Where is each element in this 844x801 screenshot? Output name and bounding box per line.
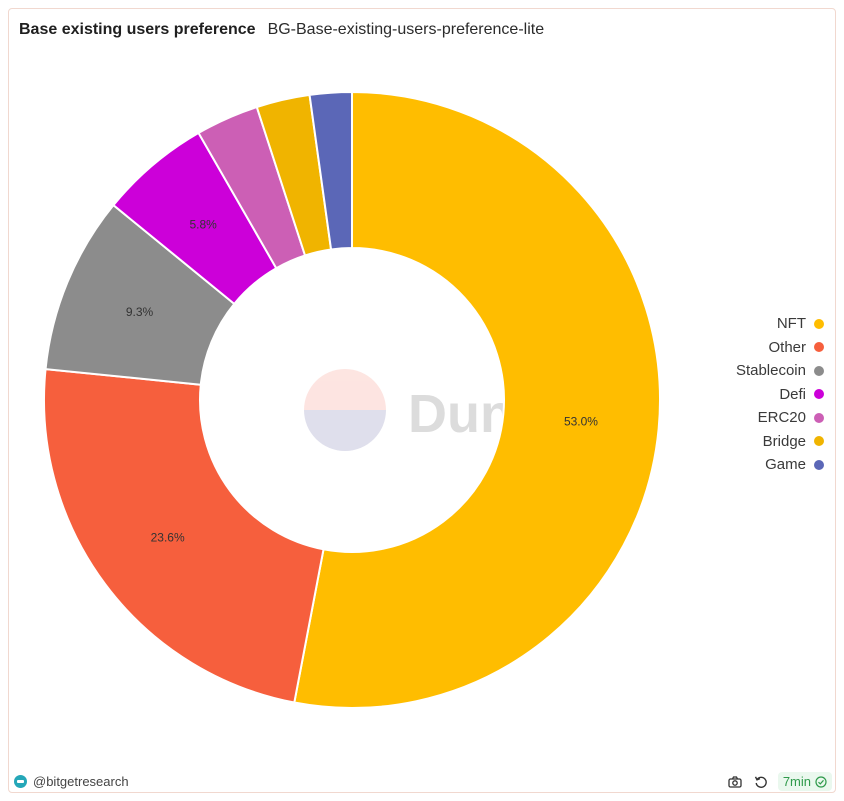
legend-label: Game: [765, 456, 806, 474]
slice-other[interactable]: [43, 367, 325, 704]
legend-label: Stablecoin: [735, 362, 806, 380]
legend-swatch: [814, 389, 824, 400]
slice-label-defi: 5.8%: [189, 218, 217, 232]
slice-game[interactable]: [308, 90, 353, 251]
refresh-age-badge: 7min: [777, 772, 832, 791]
legend-swatch: [814, 318, 824, 329]
chart-legend: NFT Other Stablecoin Defi ERC20 Bridge Game: [694, 312, 824, 477]
legend-label: ERC20: [757, 409, 806, 427]
legend-label: Bridge: [762, 432, 806, 450]
chart-header: Base existing users preference BG-Base-e…: [19, 21, 544, 43]
legend-swatch: [814, 436, 824, 447]
legend-swatch: [814, 412, 824, 423]
camera-icon[interactable]: [726, 773, 744, 791]
legend-label: Other: [768, 338, 806, 356]
legend-swatch: [814, 342, 824, 353]
legend-swatch: [814, 365, 824, 376]
legend-swatch: [814, 459, 824, 470]
legend-label: Defi: [779, 385, 806, 403]
legend-item-game[interactable]: Game: [694, 453, 824, 477]
legend-item-defi[interactable]: Defi: [694, 383, 824, 407]
legend-item-other[interactable]: Other: [694, 336, 824, 360]
chart-title: Base existing users preference: [19, 21, 256, 38]
legend-item-nft[interactable]: NFT: [694, 312, 824, 336]
slice-nft[interactable]: [293, 90, 661, 709]
slice-label-nft: 53.0%: [564, 415, 598, 429]
legend-item-erc20[interactable]: ERC20: [694, 406, 824, 430]
slice-label-stablecoin: 9.3%: [126, 305, 154, 319]
legend-item-stablecoin[interactable]: Stablecoin: [694, 359, 824, 383]
footer-actions: 7min: [726, 772, 832, 791]
refresh-icon[interactable]: [752, 773, 770, 791]
slice-label-other: 23.6%: [151, 531, 185, 545]
legend-label: NFT: [776, 315, 806, 333]
author-link[interactable]: @bitgetresearch: [14, 774, 129, 789]
query-name[interactable]: BG-Base-existing-users-preference-lite: [267, 21, 545, 38]
team-avatar-icon: [14, 775, 27, 788]
legend-item-bridge[interactable]: Bridge: [694, 430, 824, 454]
author-handle: @bitgetresearch: [33, 774, 129, 789]
refresh-age-text: 7min: [782, 774, 811, 789]
check-circle-icon: [815, 775, 827, 788]
